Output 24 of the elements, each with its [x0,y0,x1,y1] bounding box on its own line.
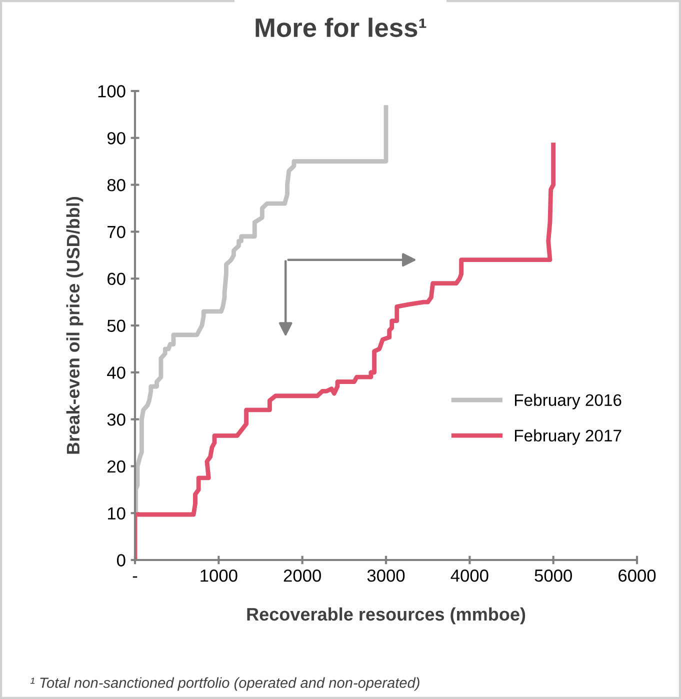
x-tick-label: 6000 [618,569,656,582]
legend-label: February 2016 [514,394,622,410]
legend-label: February 2017 [514,429,622,445]
y-tick-label: 40 [107,366,126,379]
y-tick-label: 20 [108,460,126,473]
y-tick-label: 80 [107,178,126,192]
x-axis-title: Recoverable resources (mmboe) [247,607,526,624]
x-tick-label: 2000 [284,569,321,582]
y-tick-label: 90 [107,132,126,144]
text: ¹ Total non-sanctioned portfolio (operated and non-operated) [30,677,420,691]
y-tick-label: 30 [107,413,126,426]
y-tick-label: 100 [98,85,126,98]
x-tick-label: 3000 [367,569,405,582]
y-tick-label: 0 [116,554,126,566]
y-tick-label: 10 [108,507,126,520]
y-tick-label: 50 [107,320,126,332]
y-tick-label: 60 [108,272,126,286]
y-axis-title: Break-even oil price (USD/bbl) [66,196,84,454]
x-tick-label: - [132,576,138,578]
y-tick-label: 70 [108,226,126,238]
chart-title: More for less¹ [256,18,426,38]
x-tick-label: 1000 [200,569,238,582]
x-tick-label: 4000 [450,569,488,582]
x-tick-label: 5000 [534,569,572,582]
